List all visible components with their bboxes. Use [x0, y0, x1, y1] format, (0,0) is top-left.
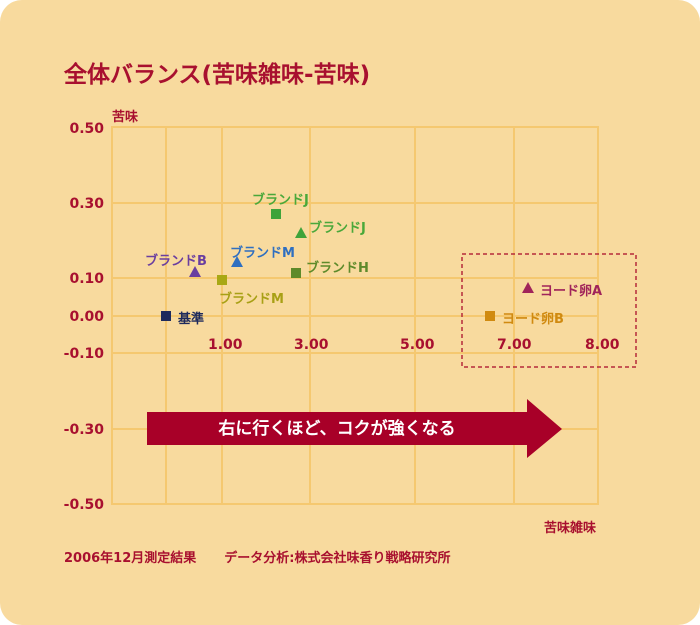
point-label-brand-m-triangle: ブランドM	[230, 246, 295, 261]
point-label-yodoran-b: ヨード卵B	[502, 312, 564, 327]
y-tick: 0.10	[69, 271, 104, 287]
point-label-yodoran-a: ヨード卵A	[540, 284, 603, 299]
chart-title: 全体バランス(苦味雑味-苦味)	[64, 62, 371, 88]
y-tick: 0.30	[69, 196, 104, 212]
y-tick: 0.00	[69, 309, 104, 325]
x-tick: 3.00	[294, 337, 329, 353]
y-axis-label: 苦味	[112, 110, 139, 125]
marker-brand-m-triangle	[231, 256, 243, 267]
point-label-brand-m-square: ブランドM	[219, 292, 284, 307]
point-label-kijun: 基準	[178, 312, 205, 327]
y-tick: -0.50	[63, 497, 104, 513]
marker-kijun	[161, 311, 171, 321]
highlight-box	[461, 253, 637, 368]
point-label-brand-j-triangle: ブランドJ	[309, 221, 366, 236]
point-label-brand-j-square: ブランドJ	[252, 193, 309, 208]
point-label-brand-b: ブランドB	[145, 254, 207, 269]
footer-analysis: データ分析:株式会社味香り戦略研究所	[224, 551, 451, 566]
marker-brand-j-square	[271, 209, 281, 219]
marker-brand-j-triangle	[295, 227, 307, 238]
point-label-brand-h: ブランドH	[306, 261, 369, 276]
x-tick: 5.00	[400, 337, 435, 353]
y-tick: 0.50	[69, 121, 104, 137]
arrow-annotation: 右に行くほど、コクが強くなる	[218, 419, 456, 439]
marker-yodoran-b	[485, 311, 495, 321]
x-tick: 8.00	[585, 337, 620, 353]
y-tick: -0.30	[63, 422, 104, 438]
x-axis-label: 苦味雑味	[544, 521, 597, 536]
y-tick: -0.10	[63, 346, 104, 362]
direction-arrow	[147, 399, 562, 458]
x-tick: 1.00	[208, 337, 243, 353]
marker-brand-b	[189, 266, 201, 277]
marker-brand-h	[291, 268, 301, 278]
footer: 2006年12月測定結果 データ分析:株式会社味香り戦略研究所	[64, 547, 478, 566]
marker-yodoran-a	[522, 282, 534, 293]
marker-brand-m-square	[217, 275, 227, 285]
x-tick: 7.00	[497, 337, 532, 353]
footer-date: 2006年12月測定結果	[64, 551, 197, 566]
